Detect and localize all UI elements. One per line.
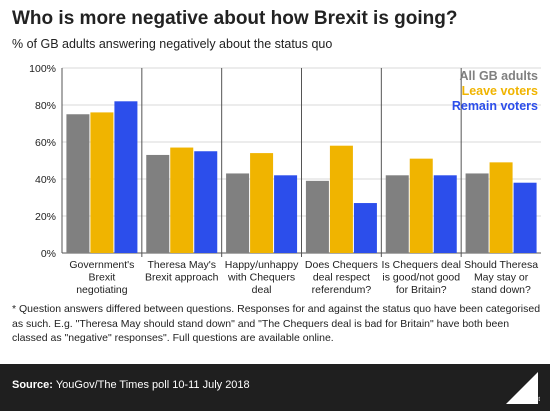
chart-title: Who is more negative about how Brexit is… xyxy=(12,8,458,29)
y-tick-label: 60% xyxy=(35,137,56,149)
logo-text: Full Fact xyxy=(516,397,540,403)
bar xyxy=(329,145,353,253)
x-tick-label: May stay or xyxy=(474,272,529,284)
bar xyxy=(250,153,274,253)
legend-entry: Remain voters xyxy=(452,99,538,113)
source-label: Source: xyxy=(12,379,53,391)
footnote: * Question answers differed between ques… xyxy=(12,303,541,344)
bar-chart: 0% 20% 40% 60% 80% 100% Government'sBrexitnego… xyxy=(29,63,541,296)
x-tick-label: Brexit approach xyxy=(145,272,219,284)
x-tick-label: stand down? xyxy=(471,284,531,296)
source-text: YouGov/The Times poll 10-11 July 2018 xyxy=(52,379,250,391)
bar xyxy=(170,147,194,253)
bar xyxy=(90,112,114,254)
x-tick-label: Does Chequers xyxy=(305,259,378,271)
x-tick-label: for Britain? xyxy=(396,284,447,296)
legend-entry: Leave voters xyxy=(462,84,538,98)
bar xyxy=(305,180,329,253)
x-tick-label: Theresa May's xyxy=(147,259,216,271)
bar xyxy=(513,182,537,253)
footer-bar: Source: YouGov/The Times poll 10-11 July… xyxy=(0,364,550,411)
x-tick-label: is good/not good xyxy=(382,272,460,284)
x-tick-label: Should Theresa xyxy=(464,259,538,271)
x-tick-label: with Chequers xyxy=(227,272,295,284)
bar xyxy=(353,203,377,253)
x-tick-label: referendum? xyxy=(312,284,372,296)
full-fact-logo-icon xyxy=(506,372,538,404)
x-tick-label: Is Chequers deal xyxy=(382,259,461,271)
x-tick-label: negotiating xyxy=(76,284,128,296)
bar xyxy=(146,154,170,253)
y-tick-label: 80% xyxy=(35,100,56,112)
bar xyxy=(226,173,250,253)
x-tick-label: Happy/unhappy xyxy=(225,259,299,271)
bar xyxy=(465,173,489,253)
bar xyxy=(409,158,433,253)
bar xyxy=(114,101,138,253)
bar xyxy=(433,175,457,253)
x-tick-label: deal respect xyxy=(313,272,370,284)
bar xyxy=(385,175,409,253)
x-tick-label: Brexit xyxy=(88,272,115,284)
y-tick-label: 100% xyxy=(29,63,56,75)
source-line: Source: YouGov/The Times poll 10-11 July… xyxy=(12,379,250,391)
y-tick-label: 40% xyxy=(35,174,56,186)
x-tick-label: deal xyxy=(252,284,272,296)
y-tick-label: 0% xyxy=(41,248,56,260)
legend-entry: All GB adults xyxy=(460,69,539,83)
bar xyxy=(66,114,90,253)
x-tick-label: Government's xyxy=(69,259,134,271)
bar xyxy=(489,162,513,253)
bar xyxy=(274,175,298,253)
y-tick-label: 20% xyxy=(35,211,56,223)
chart-subtitle: % of GB adults answering negatively abou… xyxy=(12,37,333,51)
bar xyxy=(194,151,218,253)
